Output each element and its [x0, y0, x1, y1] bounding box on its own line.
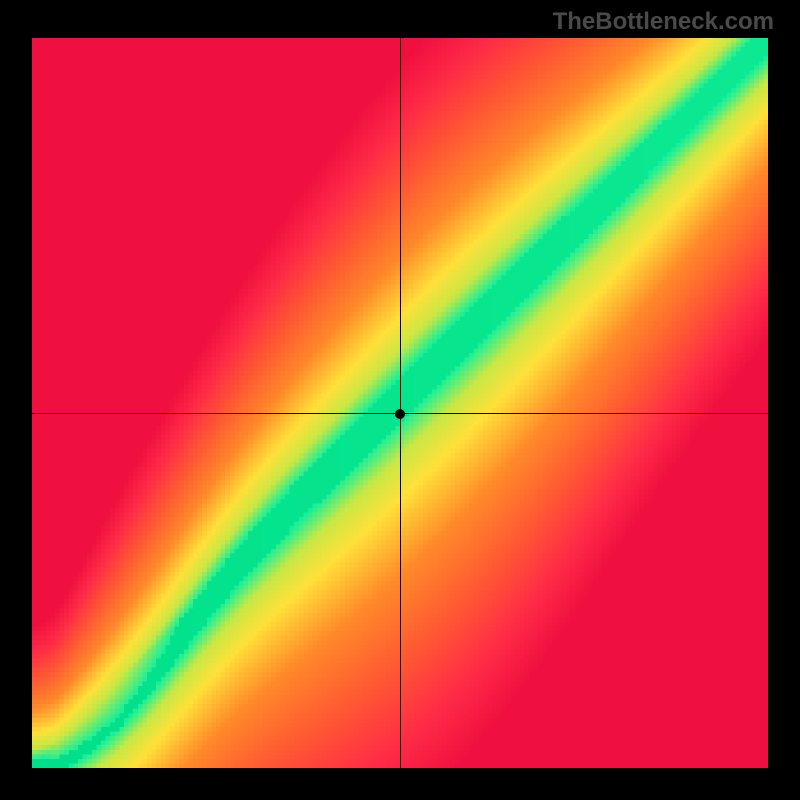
crosshair-vertical [400, 38, 401, 768]
chart-container: TheBottleneck.com [0, 0, 800, 800]
crosshair-marker [395, 409, 405, 419]
watermark-text: TheBottleneck.com [553, 8, 774, 36]
